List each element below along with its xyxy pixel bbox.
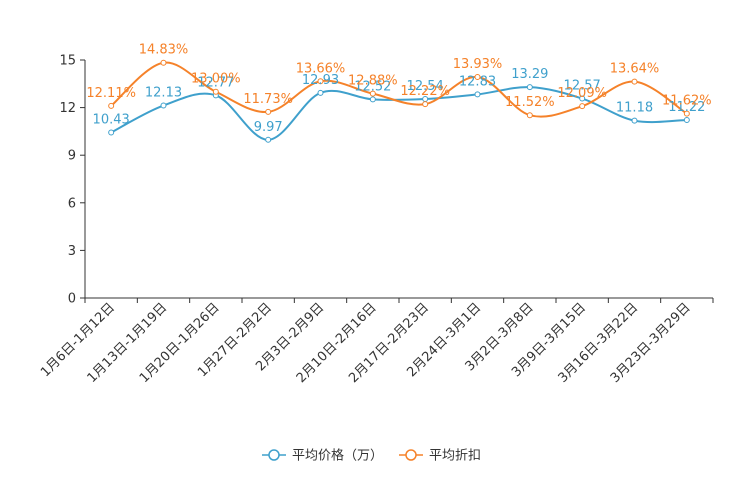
data-point xyxy=(683,110,690,117)
data-point xyxy=(631,117,638,124)
data-point xyxy=(108,102,115,109)
data-point xyxy=(474,91,481,98)
data-label: 12.77 xyxy=(197,75,234,90)
data-label: 12.09% xyxy=(557,86,607,101)
data-label: 12.83 xyxy=(459,74,496,89)
data-label: 12.54 xyxy=(407,79,444,94)
data-label: 11.52% xyxy=(505,95,555,110)
data-label: 12.57 xyxy=(564,79,601,94)
data-point xyxy=(579,95,586,102)
data-point xyxy=(212,88,219,95)
data-point xyxy=(317,78,324,85)
data-label: 14.83% xyxy=(139,43,189,58)
data-point xyxy=(579,103,586,110)
y-tick-label: 9 xyxy=(68,149,76,164)
y-tick-label: 0 xyxy=(68,292,76,307)
data-point xyxy=(369,90,376,97)
legend-label: 平均折扣 xyxy=(429,449,481,464)
data-label: 11.18 xyxy=(616,101,653,116)
data-label: 12.88% xyxy=(348,74,398,89)
data-point xyxy=(108,129,115,136)
data-point xyxy=(526,112,533,119)
data-point xyxy=(160,102,167,109)
data-label: 13.66% xyxy=(296,61,346,76)
y-tick-label: 15 xyxy=(59,54,76,69)
data-point xyxy=(422,101,429,108)
chart-series xyxy=(108,59,690,143)
data-point xyxy=(265,108,272,115)
data-point xyxy=(317,89,324,96)
data-label: 10.43 xyxy=(93,113,130,128)
y-tick-label: 12 xyxy=(59,101,76,116)
chart-legend[interactable]: 平均价格（万） 平均折扣 xyxy=(262,448,481,464)
series-line-avg-discount xyxy=(110,61,688,118)
data-point xyxy=(526,84,533,91)
data-point xyxy=(631,78,638,85)
y-tick-label: 3 xyxy=(68,244,76,259)
data-label: 13.93% xyxy=(453,57,503,72)
data-label: 12.93 xyxy=(302,73,339,88)
data-label: 13.00% xyxy=(191,72,241,87)
data-point xyxy=(265,136,272,143)
data-label: 9.97 xyxy=(254,120,283,135)
data-label: 11.22 xyxy=(668,100,705,115)
data-label: 12.22% xyxy=(400,84,450,99)
data-point xyxy=(474,73,481,80)
data-label: 11.73% xyxy=(243,92,293,107)
chart-axes: 036912151月6日-1月12日1月13日-1月19日1月20日-1月26日… xyxy=(38,54,714,386)
legend-marker xyxy=(268,449,280,461)
data-point xyxy=(683,116,690,123)
data-label: 13.64% xyxy=(610,62,660,77)
data-point xyxy=(160,59,167,66)
data-label: 12.11% xyxy=(86,86,136,101)
legend-item-avg-discount[interactable]: 平均折扣 xyxy=(399,449,481,464)
chart-data-labels: 10.43 12.13 12.77 9.97 12.93 12.52 12.54 12.83 1… xyxy=(86,43,711,135)
data-point xyxy=(369,96,376,103)
legend-marker xyxy=(405,449,417,461)
legend-item-avg-price[interactable]: 平均价格（万） xyxy=(262,448,383,464)
data-label: 11.62% xyxy=(662,94,712,109)
y-tick-label: 6 xyxy=(68,196,76,211)
data-label: 13.29 xyxy=(511,67,548,82)
legend-label: 平均价格（万） xyxy=(292,448,383,464)
data-label: 12.13 xyxy=(145,86,182,101)
data-label: 12.52 xyxy=(354,79,391,94)
